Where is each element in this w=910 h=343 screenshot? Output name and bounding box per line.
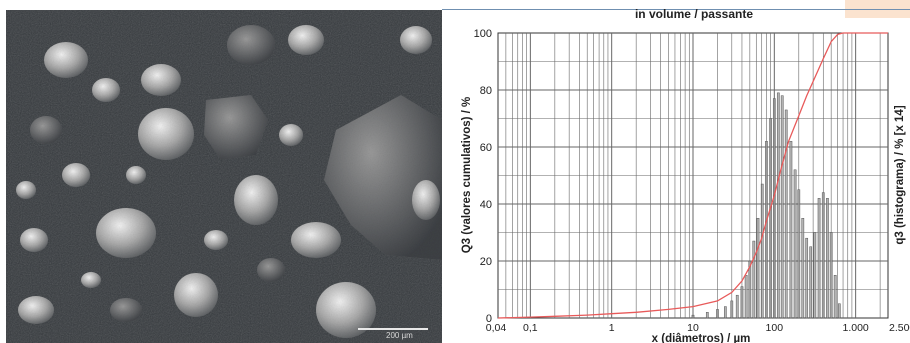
chart-title: in volume / passante [635,7,753,21]
histogram-bar [833,275,837,319]
y-axis-label: Q3 (valores cumulativos) / % [461,97,473,254]
y-tick-label: 40 [480,199,492,211]
x-tick-label: 0,04 [486,322,507,334]
y-tick-label: 100 [474,28,492,40]
histogram-bar [817,198,821,319]
y-tick-label: 80 [480,85,492,97]
x-tick-label: 100 [766,322,784,334]
y-axis-label-right: q3 (histograma) / % [x 14] [894,105,906,244]
sem-micrograph: 200 µm [6,10,442,343]
cumulative-line [497,32,888,319]
x-tick-label: 2.500 [889,322,910,334]
histogram-bar [780,95,784,319]
histogram-bar [805,237,809,319]
histogram-bar [765,141,768,319]
histogram-bar [730,300,734,319]
scale-bar-label: 200 µm [386,331,413,340]
histogram-bar [776,92,780,319]
histogram-bars [691,92,841,319]
histogram-bar [793,169,797,319]
histogram-bar [829,232,833,319]
histogram-bar [809,246,813,319]
histogram-bar [789,141,793,319]
x-tick-label: 1.000 [842,322,868,334]
histogram-bar [752,240,756,319]
x-tick-label: 0,1 [523,322,538,334]
y-tick-label: 20 [480,256,492,268]
histogram-bar [797,189,801,319]
histogram-bar [826,198,829,319]
histogram-bar [837,303,841,319]
histogram-bar [784,109,788,319]
histogram-bar [705,312,709,319]
histogram-bar [772,98,776,319]
histogram-bar [760,183,764,319]
grid [498,33,888,318]
histogram-bar [724,306,727,319]
histogram-bar [813,232,817,319]
y-tick-label: 60 [480,142,492,154]
micrograph-image [6,10,442,343]
histogram-bar [756,218,760,319]
histogram-bar [769,118,772,319]
x-tick-label: 10 [687,322,699,334]
histogram-bar [748,260,752,319]
histogram-bar [691,314,695,319]
x-tick-labels: 0,04 0,1 1 10 100 1.000 2.500 [486,322,910,334]
y-tick-label: 0 [486,313,492,325]
histogram-bar [740,286,744,319]
histogram-bar [716,309,719,319]
y-tick-labels: 0 20 40 60 80 100 [474,28,492,325]
x-tick-label: 1 [609,322,615,334]
histogram-bar [801,218,805,319]
histogram-bar [744,275,748,319]
histogram-bar [821,192,825,319]
x-axis-label: x (diâmetros) / µm [652,333,751,343]
histogram-bar [735,294,739,319]
